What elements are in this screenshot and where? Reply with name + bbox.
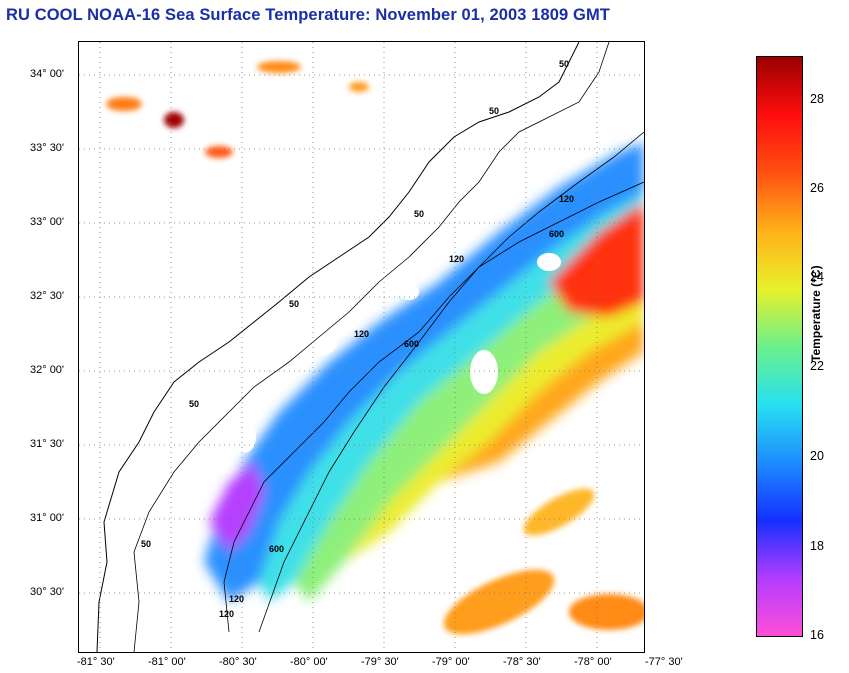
sst-warm-patch: [443, 569, 555, 635]
lon-tick-label: -79° 30': [361, 656, 399, 668]
colorbar-tick-label: 28: [810, 92, 824, 106]
sst-map: 50 50 50 50 50 50 120 120 120 120 120 60…: [78, 41, 649, 653]
coastline: [96, 41, 580, 653]
sst-map-canvas: 50 50 50 50 50 50 120 120 120 120 120 60…: [79, 41, 649, 653]
isobath-label: 50: [289, 299, 299, 309]
isobath-label: 50: [559, 59, 569, 69]
lon-tick-label: -80° 30': [219, 656, 257, 668]
isobath-label: 120: [559, 194, 574, 204]
cloud-gap: [232, 421, 256, 453]
isobath-label: 50: [141, 539, 151, 549]
cloud-gap: [470, 350, 498, 394]
isobath-label: 50: [189, 399, 199, 409]
sst-warm-patch: [106, 97, 142, 111]
isobath-label: 120: [229, 594, 244, 604]
isobath-label: 600: [549, 229, 564, 239]
colorbar-tick-label: 18: [810, 539, 824, 553]
lat-tick-label: 32° 00': [30, 364, 65, 376]
lat-tick-label: 31° 00': [30, 512, 65, 524]
colorbar-tick-label: 24: [810, 270, 824, 284]
sst-warm-patch: [523, 488, 595, 536]
lon-tick-label: -78° 30': [503, 656, 541, 668]
lon-tick-label: -77° 30': [645, 656, 683, 668]
cloud-gap: [399, 284, 419, 300]
lon-tick-label: -78° 00': [574, 656, 612, 668]
sst-warm-patch: [569, 594, 649, 630]
isobath-600: [258, 181, 645, 633]
lat-tick-label: 30° 30': [30, 586, 65, 598]
sst-red-patch: [549, 202, 644, 317]
lat-tick-label: 33° 30': [30, 142, 65, 154]
colorbar-tick-label: 26: [810, 181, 824, 195]
sst-blue-band: [204, 142, 644, 602]
colorbar-title: Temperature (°C): [809, 265, 823, 362]
isobath-120: [223, 131, 645, 633]
lat-tick-label: 32° 30': [30, 290, 65, 302]
sst-warm-patch: [205, 146, 233, 158]
graticule: [79, 42, 644, 652]
colorbar-tick-label: 16: [810, 628, 824, 642]
colorbar-tick-label: 20: [810, 449, 824, 463]
isobath-label: 600: [269, 544, 284, 554]
sst-warm-patch: [349, 82, 369, 92]
sst-orange-band: [439, 322, 644, 482]
isobath-label: 600: [404, 339, 419, 349]
colorbar-tick-label: 22: [810, 359, 824, 373]
lat-tick-label: 33° 00': [30, 216, 65, 228]
sst-magenta-patch: [209, 462, 264, 552]
sst-warm-patch: [257, 61, 301, 73]
lon-tick-label: -79° 00': [432, 656, 470, 668]
lon-tick-label: -80° 00': [290, 656, 328, 668]
isobath-label: 50: [489, 106, 499, 116]
lat-tick-label: 34° 00': [30, 68, 65, 80]
temperature-colorbar: [756, 56, 803, 637]
lon-tick-label: -81° 30': [77, 656, 115, 668]
isobath-label: 120: [449, 254, 464, 264]
cloud-gap: [301, 328, 337, 356]
isobath-label: 120: [354, 329, 369, 339]
sst-warm-patch: [164, 112, 184, 128]
sst-yellow-band: [344, 292, 644, 562]
page-title: RU COOL NOAA-16 Sea Surface Temperature:…: [6, 6, 610, 24]
cloud-gap: [537, 253, 561, 271]
isobath-label: 50: [414, 209, 424, 219]
sst-cyan-band: [259, 192, 644, 602]
isobath-label: 120: [219, 609, 234, 619]
lat-tick-label: 31° 30': [30, 438, 65, 450]
lon-tick-label: -81° 00': [148, 656, 186, 668]
